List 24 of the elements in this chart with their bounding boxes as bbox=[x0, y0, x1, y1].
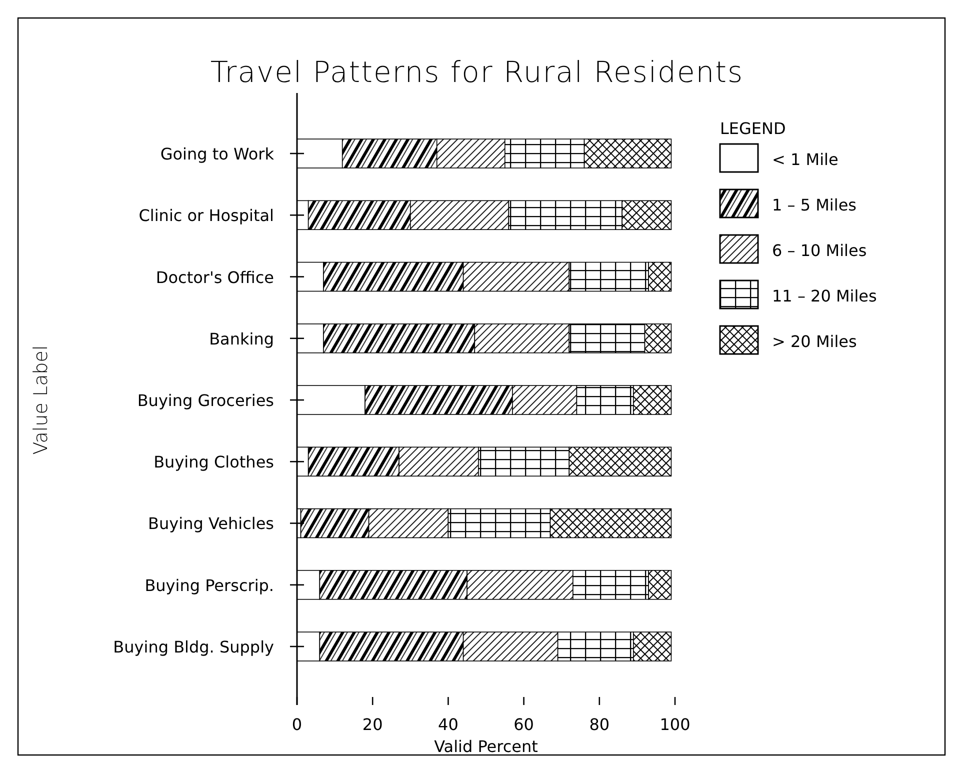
x-tick-label: 100 bbox=[660, 715, 690, 734]
x-tick-label: 0 bbox=[292, 715, 302, 734]
legend-label: < 1 Mile bbox=[772, 150, 838, 169]
legend-label: 6 – 10 Miles bbox=[772, 241, 867, 260]
x-tick-label: 20 bbox=[362, 715, 383, 734]
y-tick-label: Buying Vehicles bbox=[148, 514, 274, 534]
legend-label: > 20 Miles bbox=[772, 332, 857, 351]
legend-title: LEGEND bbox=[720, 119, 786, 138]
y-axis-title: Value Label bbox=[30, 345, 52, 455]
y-tick-label: Clinic or Hospital bbox=[138, 206, 274, 226]
y-tick-label: Going to Work bbox=[160, 144, 275, 164]
x-axis-title: Valid Percent bbox=[434, 737, 538, 756]
y-tick-label: Doctor's Office bbox=[156, 268, 274, 287]
y-tick-label: Buying Clothes bbox=[154, 452, 274, 472]
y-tick-label: Buying Bldg. Supply bbox=[113, 637, 274, 656]
x-tick-label: 60 bbox=[514, 715, 534, 734]
y-tick-label: Buying Perscrip. bbox=[144, 576, 274, 595]
chart-title: Travel Patterns for Rural Residents bbox=[210, 55, 744, 89]
y-tick-label: Banking bbox=[209, 329, 274, 348]
legend-label: 11 – 20 Miles bbox=[772, 286, 877, 306]
legend-label: 1 – 5 Miles bbox=[772, 196, 856, 214]
x-tick-label: 80 bbox=[589, 715, 610, 734]
x-tick-label: 40 bbox=[438, 715, 458, 734]
y-tick-label: Buying Groceries bbox=[137, 391, 274, 410]
